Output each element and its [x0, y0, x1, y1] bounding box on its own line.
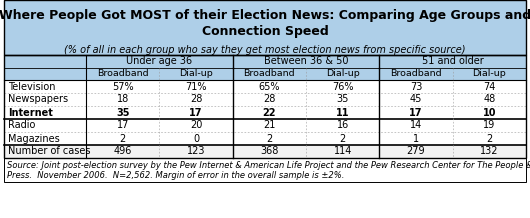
Text: 22: 22 [262, 107, 276, 118]
Text: 11: 11 [336, 107, 349, 118]
Bar [4, 132, 526, 145]
Text: (% of all in each group who say they get most election news from specific source: (% of all in each group who say they get… [64, 45, 466, 55]
Text: 10: 10 [483, 107, 496, 118]
Text: 14: 14 [410, 121, 422, 131]
Text: Radio: Radio [8, 121, 36, 131]
Text: Broadband: Broadband [97, 70, 148, 78]
Text: Internet: Internet [8, 107, 53, 118]
Text: 74: 74 [483, 82, 496, 92]
Text: 2: 2 [486, 133, 492, 143]
Text: Broadband: Broadband [390, 70, 442, 78]
Text: 0: 0 [193, 133, 199, 143]
Text: 2: 2 [120, 133, 126, 143]
Text: 17: 17 [409, 107, 423, 118]
Text: Dial-up: Dial-up [179, 70, 213, 78]
Text: 114: 114 [333, 146, 352, 157]
Text: 279: 279 [407, 146, 425, 157]
Text: 19: 19 [483, 121, 496, 131]
Text: 2: 2 [340, 133, 346, 143]
Text: Dial-up: Dial-up [326, 70, 359, 78]
Bar [4, 93, 526, 106]
Text: 73: 73 [410, 82, 422, 92]
Bar [4, 158, 526, 182]
Text: 21: 21 [263, 121, 276, 131]
Text: Under age 36: Under age 36 [126, 56, 192, 66]
Text: Between 36 & 50: Between 36 & 50 [264, 56, 348, 66]
Text: 28: 28 [263, 94, 276, 104]
Text: 368: 368 [260, 146, 279, 157]
Text: 51 and older: 51 and older [422, 56, 483, 66]
Text: 48: 48 [483, 94, 496, 104]
Text: 132: 132 [480, 146, 499, 157]
Text: 57%: 57% [112, 82, 134, 92]
Text: 16: 16 [337, 121, 349, 131]
Bar [4, 145, 526, 158]
Text: 17: 17 [189, 107, 203, 118]
Bar [4, 55, 526, 68]
Text: 28: 28 [190, 94, 202, 104]
Text: Press.  November 2006.  N=2,562. Margin of error in the overall sample is ±2%.: Press. November 2006. N=2,562. Margin of… [7, 170, 344, 179]
Text: Television: Television [8, 82, 56, 92]
Bar [4, 106, 526, 119]
Text: Dial-up: Dial-up [472, 70, 506, 78]
Text: 17: 17 [117, 121, 129, 131]
Text: 35: 35 [116, 107, 129, 118]
Bar [4, 158, 526, 182]
Text: 496: 496 [113, 146, 132, 157]
Bar [4, 0, 526, 55]
Text: Where People Got MOST of their Election News: Comparing Age Groups and
Connectio: Where People Got MOST of their Election … [0, 9, 530, 37]
Text: Number of cases: Number of cases [8, 146, 91, 157]
Text: Broadband: Broadband [243, 70, 295, 78]
Text: 18: 18 [117, 94, 129, 104]
Text: 1: 1 [413, 133, 419, 143]
Text: Source: Joint post-election survey by the Pew Internet & American Life Project a: Source: Joint post-election survey by th… [7, 160, 530, 170]
Bar [4, 80, 526, 93]
Text: 2: 2 [266, 133, 272, 143]
Text: 71%: 71% [186, 82, 207, 92]
Bar [4, 0, 526, 55]
Text: 76%: 76% [332, 82, 354, 92]
Text: Newspapers: Newspapers [8, 94, 68, 104]
Bar [4, 55, 526, 158]
Text: 65%: 65% [259, 82, 280, 92]
Bar [4, 68, 526, 80]
Text: 123: 123 [187, 146, 205, 157]
Text: 35: 35 [337, 94, 349, 104]
Text: 45: 45 [410, 94, 422, 104]
Text: 20: 20 [190, 121, 202, 131]
Bar [4, 119, 526, 132]
Text: Magazines: Magazines [8, 133, 60, 143]
